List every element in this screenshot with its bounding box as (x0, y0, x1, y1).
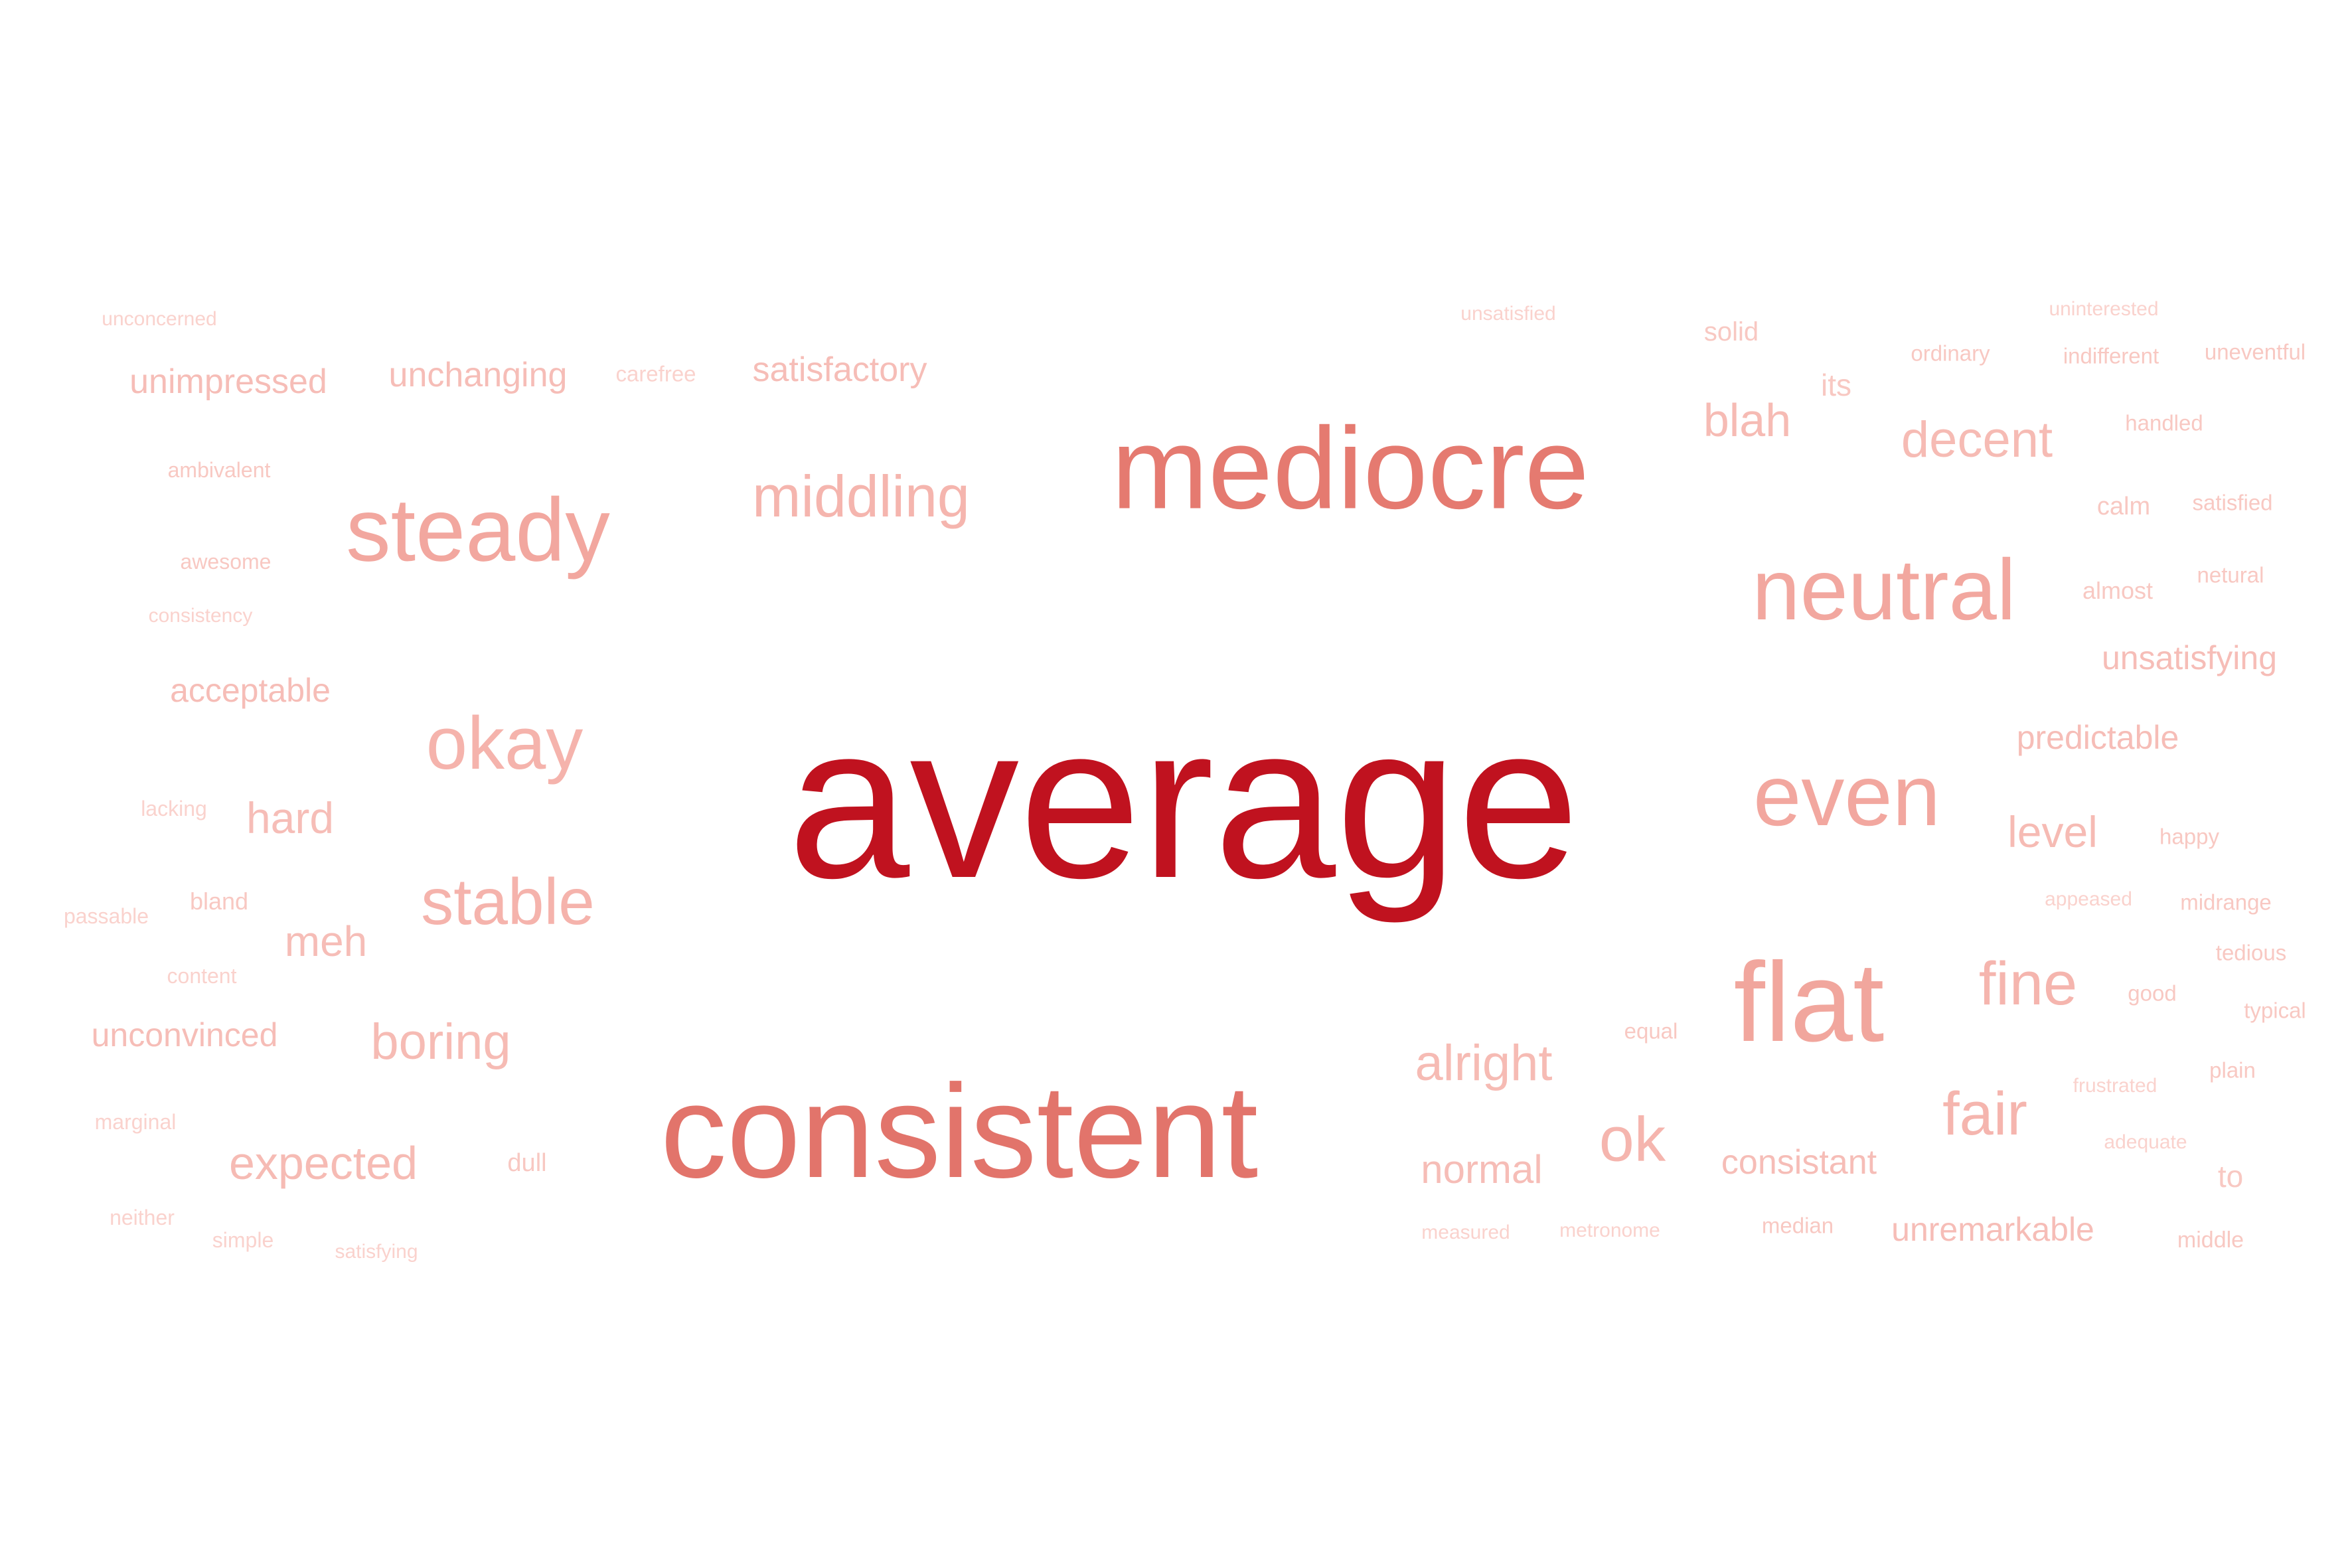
word-ordinary: ordinary (1911, 341, 1990, 366)
word-passable: passable (63, 904, 149, 928)
word-content: content (167, 964, 237, 988)
word-netural: netural (2197, 562, 2264, 588)
word-ok: ok (1599, 1104, 1666, 1175)
word-flat: flat (1733, 939, 1885, 1065)
word-to: to (2217, 1159, 2244, 1194)
word-hard: hard (246, 793, 335, 842)
word-unsatisfying: unsatisfying (2101, 639, 2278, 676)
word-typical: typical (2244, 998, 2306, 1023)
word-simple: simple (212, 1228, 274, 1252)
word-blah: blah (1703, 394, 1792, 446)
word-neither: neither (110, 1206, 175, 1229)
word-fair: fair (1942, 1080, 2027, 1148)
word-middling: middling (752, 463, 970, 529)
word-lacking: lacking (141, 797, 207, 821)
word-alright: alright (1415, 1035, 1553, 1091)
word-metronome: metronome (1559, 1219, 1660, 1241)
word-dull: dull (507, 1149, 547, 1177)
word-unchanging: unchanging (388, 356, 568, 394)
word-adequate: adequate (2104, 1131, 2187, 1153)
word-uninterested: uninterested (2049, 298, 2159, 320)
word-unsatisfied: unsatisfied (1460, 303, 1556, 325)
word-satisfied: satisfied (2192, 490, 2273, 515)
word-even: even (1753, 747, 1940, 844)
word-unimpressed: unimpressed (129, 362, 327, 401)
word-neutral: neutral (1752, 541, 2016, 638)
word-indifferent: indifferent (2063, 343, 2159, 368)
word-plain: plain (2209, 1058, 2256, 1083)
word-boring: boring (370, 1014, 511, 1070)
word-mediocre: mediocre (1111, 404, 1589, 534)
word-predictable: predictable (2016, 719, 2179, 756)
word-appeased: appeased (2045, 888, 2132, 910)
word-tedious: tedious (2215, 940, 2287, 965)
word-unremarkable: unremarkable (1891, 1211, 2094, 1248)
word-uneventful: uneventful (2204, 339, 2306, 364)
word-unconcerned: unconcerned (102, 308, 217, 330)
word-satisfying: satisfying (335, 1241, 418, 1263)
word-middle: middle (2177, 1227, 2244, 1253)
word-steady: steady (346, 479, 610, 580)
word-stable: stable (421, 865, 595, 938)
word-equal: equal (1624, 1018, 1678, 1044)
word-unconvinced: unconvinced (91, 1016, 278, 1054)
word-median: median (1761, 1213, 1834, 1238)
word-normal: normal (1421, 1147, 1543, 1192)
word-okay: okay (426, 702, 584, 785)
word-almost: almost (2082, 577, 2154, 604)
word-bland: bland (189, 888, 249, 915)
word-expected: expected (228, 1137, 418, 1189)
word-acceptable: acceptable (170, 672, 331, 709)
word-its: its (1821, 368, 1851, 402)
word-midrange: midrange (2180, 890, 2272, 915)
word-frustrated: frustrated (2073, 1075, 2157, 1097)
word-level: level (2007, 807, 2098, 856)
word-measured: measured (1421, 1221, 1510, 1243)
word-awesome: awesome (180, 550, 272, 574)
word-solid: solid (1703, 317, 1759, 347)
word-ambivalent: ambivalent (167, 458, 271, 482)
word-calm: calm (2096, 493, 2151, 520)
word-satisfactory: satisfactory (752, 351, 927, 389)
word-consistency: consistency (148, 605, 253, 627)
word-average: average (787, 678, 1580, 923)
word-decent: decent (1901, 412, 2053, 468)
word-consistant: consistant (1721, 1143, 1877, 1182)
word-meh: meh (284, 917, 368, 965)
word-good: good (2128, 980, 2177, 1006)
word-marginal: marginal (94, 1110, 177, 1134)
word-handled: handled (2125, 410, 2203, 435)
word-happy: happy (2159, 824, 2219, 849)
word-carefree: carefree (615, 361, 696, 386)
word-consistent: consistent (660, 1058, 1259, 1206)
word-fine: fine (1978, 950, 2078, 1018)
